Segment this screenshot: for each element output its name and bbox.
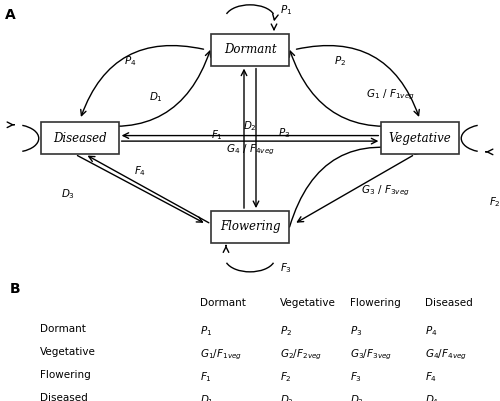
Text: $G_1/F_{1veg}$: $G_1/F_{1veg}$ [200,347,242,362]
Text: $D_3$: $D_3$ [61,187,75,200]
Text: $F_3$: $F_3$ [280,261,292,275]
Text: $D_3$: $D_3$ [350,393,364,401]
Text: $P_1$: $P_1$ [280,4,292,17]
Text: Flowering: Flowering [220,221,280,233]
Text: $F_3$: $F_3$ [350,370,362,384]
Bar [41,122,119,154]
Text: $P_4$: $P_4$ [124,54,136,68]
Text: Vegetative: Vegetative [388,132,452,145]
Text: $F_1$: $F_1$ [210,129,222,142]
Text: $G_1\ /\ F_{1veg}$: $G_1\ /\ F_{1veg}$ [366,87,415,102]
Text: Dormant: Dormant [40,324,86,334]
Bar [211,34,289,66]
Text: $D_4$: $D_4$ [425,393,439,401]
Text: Diseased: Diseased [40,393,88,401]
Text: B: B [10,282,20,296]
Text: $P_3$: $P_3$ [350,324,362,338]
Text: $G_3\ /\ F_{3veg}$: $G_3\ /\ F_{3veg}$ [361,184,410,198]
Text: Vegetative: Vegetative [280,298,336,308]
Text: Dormant: Dormant [224,43,276,56]
Text: $F_2$: $F_2$ [280,370,292,384]
Text: $G_3/F_{3veg}$: $G_3/F_{3veg}$ [350,347,392,362]
Text: $P_2$: $P_2$ [334,54,346,68]
Text: $F_1$: $F_1$ [200,370,212,384]
Text: Flowering: Flowering [350,298,401,308]
Text: Dormant: Dormant [200,298,246,308]
Bar [382,122,459,154]
Text: $D_1$: $D_1$ [149,91,162,104]
Text: $G_2/F_{2veg}$: $G_2/F_{2veg}$ [280,347,322,362]
Text: $P_1$: $P_1$ [200,324,212,338]
Text: $P_3$: $P_3$ [278,126,290,140]
Text: $F_4$: $F_4$ [134,165,146,178]
Text: $F_4$: $F_4$ [425,370,437,384]
Text: $D_2$: $D_2$ [280,393,294,401]
Text: $D_2$: $D_2$ [243,119,257,133]
Text: Vegetative: Vegetative [40,347,96,357]
Text: $F_2$: $F_2$ [489,195,500,209]
Text: A: A [5,8,16,22]
Text: $G_4\ /\ F_{4veg}$: $G_4\ /\ F_{4veg}$ [226,142,274,157]
Text: $G_4/F_{4veg}$: $G_4/F_{4veg}$ [425,347,467,362]
Text: $D_1$: $D_1$ [200,393,214,401]
Text: Diseased: Diseased [425,298,473,308]
Text: $P_2$: $P_2$ [280,324,292,338]
Bar [211,211,289,243]
Text: $P_4$: $P_4$ [425,324,438,338]
Text: Flowering: Flowering [40,370,91,380]
Text: Diseased: Diseased [53,132,107,145]
